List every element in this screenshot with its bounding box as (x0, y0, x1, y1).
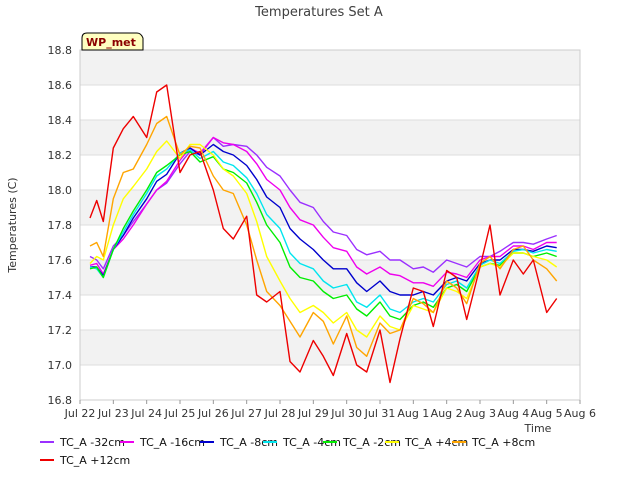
y-ticks: 16.8 17.0 17.2 17.4 17.6 17.8 18.0 18.2 18.4 18.6… (48, 44, 73, 407)
x-tick-label: Aug 5 (531, 407, 563, 420)
y-axis-label: Temperatures (C) (6, 177, 19, 273)
series-line (89, 115, 558, 357)
series-line (89, 136, 557, 287)
legend-label: TC_A +12cm (59, 454, 130, 467)
x-tick-label: Jul 28 (264, 407, 296, 420)
legend-item: TC_A +4cm (385, 436, 468, 449)
x-axis-label: Time (524, 422, 552, 435)
x-tick-label: Jul 29 (297, 407, 329, 420)
legend-label: TC_A -4cm (282, 436, 341, 449)
x-tick-label: Jul 27 (230, 407, 262, 420)
plot-band (80, 225, 580, 260)
legend-label: TC_A +4cm (404, 436, 468, 449)
y-tick-label: 17.8 (48, 219, 73, 232)
y-tick-label: 17.4 (48, 289, 73, 302)
legend-label: TC_A +8cm (471, 436, 535, 449)
x-tick-label: Aug 2 (431, 407, 463, 420)
legend-label: TC_A -8cm (219, 436, 278, 449)
legend-label: TC_A -16cm (139, 436, 205, 449)
x-ticks: Jul 22 Jul 23 Jul 24 Jul 25 Jul 26 Jul 27 Jul … (64, 400, 596, 420)
y-tick-label: 18.0 (48, 184, 73, 197)
x-tick-label: Aug 4 (497, 407, 529, 420)
legend-item: TC_A +12cm (40, 454, 130, 467)
series-line (89, 84, 558, 384)
x-tick-label: Aug 1 (397, 407, 429, 420)
plot-band (80, 50, 580, 85)
x-tick-label: Jul 30 (330, 407, 362, 420)
x-tick-label: Jul 23 (97, 407, 129, 420)
series-lines (89, 84, 558, 384)
y-tick-label: 18.8 (48, 44, 73, 57)
plot-band (80, 120, 580, 155)
y-tick-label: 18.2 (48, 149, 73, 162)
x-tick-label: Jul 26 (197, 407, 229, 420)
badge: WP_met (81, 32, 144, 51)
y-tick-label: 16.8 (48, 394, 73, 407)
x-tick-label: Jul 31 (364, 407, 396, 420)
y-tick-label: 17.0 (48, 359, 73, 372)
plot-band (80, 85, 580, 120)
legend-item: TC_A -2cm (323, 436, 401, 449)
x-tick-label: Jul 22 (64, 407, 96, 420)
legend-label: TC_A -32cm (59, 436, 125, 449)
plot-band (80, 365, 580, 400)
legend-item: TC_A -16cm (120, 436, 205, 449)
y-tick-label: 17.6 (48, 254, 73, 267)
legend-item: TC_A -4cm (263, 436, 341, 449)
legend-label: TC_A -2cm (342, 436, 401, 449)
plot-band (80, 295, 580, 330)
x-tick-label: Jul 25 (164, 407, 196, 420)
y-tick-label: 18.6 (48, 79, 73, 92)
legend-item: TC_A -8cm (200, 436, 278, 449)
series-line (90, 143, 557, 296)
x-tick-label: Aug 3 (464, 407, 496, 420)
x-tick-label: Aug 6 (564, 407, 596, 420)
plot-frame (79, 49, 581, 401)
legend-item: TC_A +8cm (452, 436, 535, 449)
plot-band (80, 190, 580, 225)
y-tick-label: 18.4 (48, 114, 73, 127)
legend: TC_A -32cm TC_A -16cm TC_A -8cm TC_A -4cm TC… (40, 436, 535, 467)
legend-item: TC_A -32cm (40, 436, 125, 449)
y-tick-label: 17.2 (48, 324, 73, 337)
chart-title: Temperatures Set A (254, 5, 383, 20)
badge-label: WP_met (86, 36, 136, 49)
x-tick-label: Jul 24 (130, 407, 162, 420)
